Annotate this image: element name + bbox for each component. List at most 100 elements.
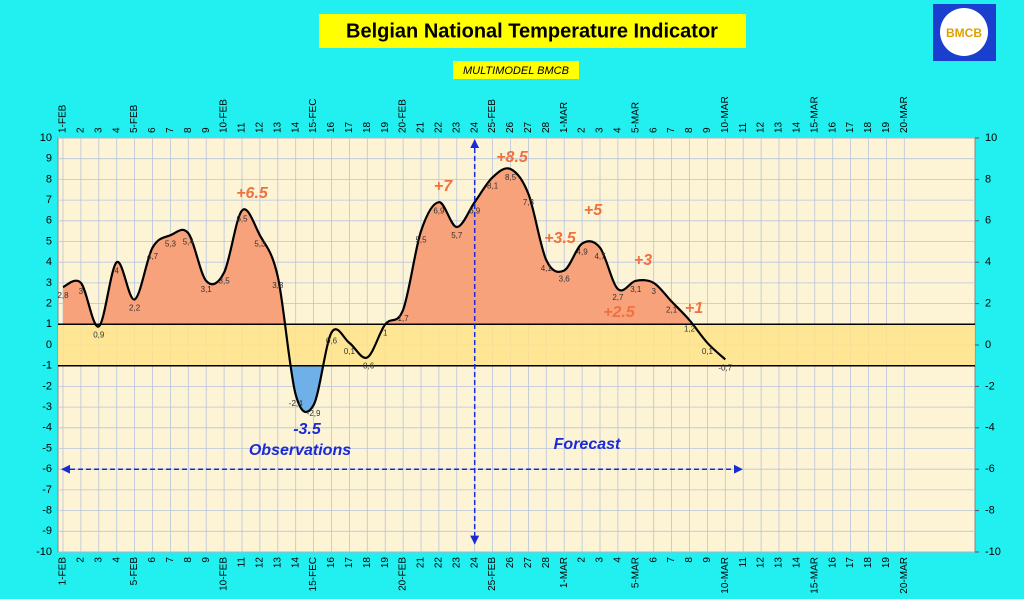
x-tick-label-top: 2 [76, 127, 87, 133]
y-tick-label: 1 [46, 318, 52, 330]
x-tick-label-top: 26 [505, 121, 516, 133]
x-tick-label-top: 6 [147, 127, 158, 133]
x-tick-label-bottom: 12 [756, 557, 767, 569]
value-label: 3 [79, 287, 84, 296]
value-label: 4,7 [594, 252, 606, 261]
x-tick-label-top: 28 [541, 121, 552, 133]
x-tick-label-bottom: 15-MAR [809, 557, 820, 594]
value-label: 3,6 [559, 275, 571, 284]
chart-title: Belgian National Temperature Indicator [346, 20, 718, 42]
value-label: 1,2 [684, 324, 696, 333]
temperature-line [62, 167, 727, 414]
x-tick-label-bottom: 22 [434, 557, 445, 569]
value-label: 2,7 [612, 293, 624, 302]
x-tick-label-top: 25-FEB [487, 99, 498, 133]
y2-tick-label: 8 [985, 173, 991, 185]
x-tick-label-top: 4 [111, 127, 122, 133]
x-tick-label-top: 3 [93, 127, 104, 133]
value-label: 4 [114, 266, 119, 275]
x-tick-label-top: 10-FEB [219, 99, 230, 133]
x-tick-label-top: 1-MAR [559, 102, 570, 133]
x-tick-label-top: 10-MAR [720, 96, 731, 133]
x-tick-label-bottom: 2 [577, 557, 588, 563]
x-tick-label-bottom: 18 [863, 557, 874, 569]
x-tick-label-top: 7 [165, 127, 176, 133]
x-tick-label-bottom: 16 [326, 557, 337, 569]
y2-tick-label: -8 [985, 505, 995, 517]
x-tick-label-top: 17 [845, 121, 856, 133]
x-tick-label-bottom: 9 [702, 557, 713, 563]
annotation: Observations [249, 442, 351, 459]
annotation: +3 [634, 252, 652, 269]
annotation: +8.5 [496, 149, 529, 166]
y2-tick-label: 0 [985, 339, 991, 351]
value-label: 2,1 [666, 306, 678, 315]
x-tick-label-bottom: 3 [595, 557, 606, 563]
y-tick-label: -6 [42, 463, 52, 475]
annotation: -3.5 [293, 421, 322, 438]
x-tick-label-bottom: 14 [290, 557, 301, 569]
y-tick-label: 3 [46, 277, 52, 289]
value-label: 8,5 [505, 173, 517, 182]
warm-area [63, 168, 726, 325]
x-tick-label-bottom: 11 [237, 557, 248, 568]
y-tick-label: -7 [42, 484, 52, 496]
x-tick-label-bottom: 25-FEB [487, 557, 498, 591]
x-tick-label-bottom: 4 [613, 557, 624, 563]
x-tick-label-bottom: 13 [272, 557, 283, 569]
x-tick-label-bottom: 5-MAR [630, 557, 641, 588]
value-label: 3,1 [630, 285, 642, 294]
y2-tick-label: -10 [985, 546, 1001, 558]
x-tick-label-top: 17 [344, 121, 355, 133]
x-tick-label-top: 8 [183, 127, 194, 133]
x-tick-label-bottom: 7 [666, 557, 677, 563]
x-tick-label-top: 16 [326, 121, 337, 133]
annotation: +1 [685, 300, 703, 317]
title-box [319, 14, 746, 48]
value-label: -2,9 [307, 409, 321, 418]
x-tick-label-top: 11 [237, 122, 248, 133]
x-tick-label-bottom: 26 [505, 557, 516, 569]
x-tick-label-bottom: 16 [827, 557, 838, 569]
x-tick-label-top: 20-MAR [899, 96, 910, 133]
x-tick-label-bottom: 18 [362, 557, 373, 569]
value-label: 2,2 [129, 304, 141, 313]
y2-tick-label: 2 [985, 298, 991, 310]
x-tick-label-top: 11 [738, 122, 749, 133]
y-tick-label: 9 [46, 153, 52, 165]
x-tick-label-top: 12 [756, 121, 767, 133]
annotation: +3.5 [544, 230, 577, 247]
value-label: 1,7 [398, 314, 410, 323]
subtitle-box [453, 61, 579, 79]
annotation: Forecast [554, 436, 621, 453]
y-tick-label: -5 [42, 442, 52, 454]
value-label: 5,3 [165, 239, 177, 248]
value-label: 0,9 [93, 330, 105, 339]
x-tick-label-top: 19 [881, 121, 892, 133]
x-tick-label-bottom: 5-FEB [129, 557, 140, 586]
y-tick-label: -2 [42, 380, 52, 392]
value-label: 7,3 [523, 198, 535, 207]
x-tick-label-bottom: 17 [344, 557, 355, 569]
y2-tick-label: 6 [985, 215, 991, 227]
x-tick-label-top: 18 [362, 121, 373, 133]
value-label: 2,8 [57, 291, 69, 300]
value-label: 0,1 [702, 347, 714, 356]
x-tick-label-bottom: 11 [738, 557, 749, 568]
y-tick-label: -3 [42, 401, 52, 413]
x-tick-label-bottom: 28 [541, 557, 552, 569]
x-tick-label-top: 7 [666, 127, 677, 133]
y-tick-label: 2 [46, 298, 52, 310]
value-label: 3,1 [201, 285, 213, 294]
x-tick-label-bottom: 6 [648, 557, 659, 563]
x-tick-label-top: 19 [380, 121, 391, 133]
x-tick-label-bottom: 27 [523, 557, 534, 569]
value-label: -2,4 [289, 399, 303, 408]
x-tick-label-bottom: 7 [165, 557, 176, 563]
x-tick-label-top: 9 [201, 127, 212, 133]
value-label: 4,1 [541, 264, 553, 273]
x-tick-label-top: 23 [451, 121, 462, 133]
annotation: +7 [434, 178, 453, 195]
y-tick-label: 5 [46, 235, 52, 247]
x-tick-label-top: 20-FEB [398, 99, 409, 133]
